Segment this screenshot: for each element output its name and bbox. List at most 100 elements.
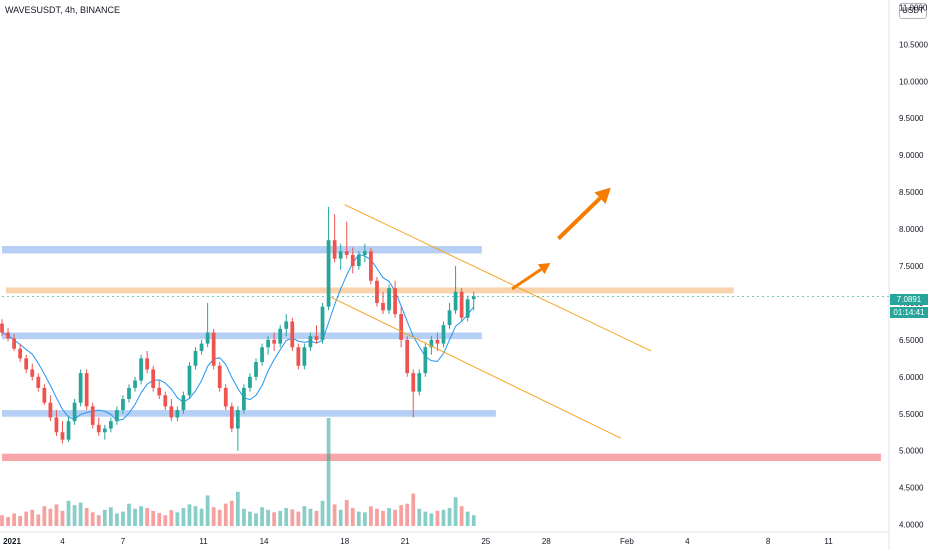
volume-bar: [78, 502, 83, 526]
volume-bar: [266, 509, 270, 526]
volume-bar: [175, 512, 180, 526]
candle-body: [362, 251, 367, 255]
candle-body: [326, 240, 331, 307]
candle-body: [278, 328, 283, 344]
danger-zone-zone: [2, 453, 881, 462]
candle-body: [417, 373, 422, 392]
volume-bar: [429, 513, 434, 526]
candle-body: [24, 358, 29, 370]
candle-body: [338, 251, 343, 259]
volume-bar: [435, 510, 440, 526]
currency-button[interactable]: USDT: [899, 3, 927, 19]
volume-bar: [254, 513, 258, 526]
time-axis[interactable]: 2021 4 7 11 14 18 21 25 28 Feb 4 8 11: [3, 537, 833, 546]
candle-body: [393, 288, 397, 315]
volume-bar: [411, 493, 416, 526]
candle-body: [90, 406, 95, 425]
volume-bar: [447, 508, 452, 526]
candle-body: [115, 410, 119, 422]
candle-body: [332, 240, 337, 259]
candle-body: [36, 376, 41, 388]
volume-bar: [471, 515, 476, 526]
volume-bar: [465, 511, 470, 526]
volume-bar: [399, 505, 404, 526]
volume-bar: [42, 506, 47, 526]
price-tick-label: 4.0000: [899, 521, 924, 530]
candle-body: [157, 387, 162, 396]
volume-bar: [296, 511, 301, 526]
volume-bar: [453, 497, 458, 526]
candle-body: [320, 306, 325, 340]
arrow-small-shaft: [511, 267, 543, 291]
candle-body: [18, 348, 23, 359]
volume-bar: [350, 508, 355, 526]
time-tick-label: 18: [340, 537, 349, 546]
volume-bar: [163, 515, 168, 526]
last-price-tag: 7.0891: [890, 294, 928, 305]
volume-bar: [314, 510, 319, 526]
candle-body: [169, 406, 174, 418]
volume-bar: [12, 513, 16, 526]
volume-bar: [72, 505, 77, 526]
support-high-zone: [2, 246, 482, 254]
candle-body: [447, 310, 452, 326]
candle-body: [284, 321, 289, 329]
candle-body: [290, 321, 295, 348]
volume-bar: [102, 509, 107, 526]
price-tick-label: 4.5000: [899, 484, 924, 493]
volume-bar: [302, 506, 307, 526]
volume-bar: [133, 508, 137, 526]
volume-bar: [393, 509, 397, 526]
candle-body: [84, 373, 89, 407]
price-tick-label: 6.0000: [899, 373, 924, 382]
candle-body: [248, 376, 252, 388]
volume-bar: [326, 418, 331, 526]
volume-bar: [362, 512, 367, 526]
volume-bar: [381, 510, 385, 526]
price-tick-label: 5.5000: [899, 410, 924, 419]
volume-bar: [84, 508, 89, 526]
support-low-zone: [2, 410, 496, 417]
candle-body: [399, 314, 404, 340]
candle-body: [229, 406, 234, 429]
candles-layer: [0, 206, 476, 451]
candle-body: [48, 402, 53, 418]
volume-bar: [169, 510, 174, 526]
volume-bar: [121, 511, 125, 526]
volume-bar: [441, 509, 446, 526]
support-mid-zone: [2, 332, 482, 340]
volume-bar: [181, 508, 186, 526]
candle-body: [102, 428, 107, 433]
volume-bar: [115, 513, 119, 526]
arrow-large-head: [594, 187, 611, 204]
candle-body: [314, 336, 319, 340]
candle-body: [435, 339, 440, 344]
candle-body: [187, 365, 192, 396]
candle-body: [223, 387, 228, 407]
candle-body: [30, 369, 35, 377]
volume-bar: [217, 509, 222, 526]
candle-body: [350, 254, 355, 266]
volume-bar: [60, 510, 65, 526]
volume-bar: [18, 515, 23, 526]
candle-body: [139, 358, 143, 381]
time-tick-label: 21: [401, 537, 410, 546]
volume-bar: [405, 503, 410, 526]
candle-body: [423, 347, 428, 374]
candle-body: [205, 332, 210, 344]
candle-body: [78, 373, 83, 403]
arrow-small-head: [537, 263, 551, 275]
candle-body: [121, 399, 125, 411]
volume-bar: [6, 517, 10, 526]
time-tick-label: 14: [260, 537, 269, 546]
price-axis[interactable]: 11.0000 10.5000 10.0000 9.5000 9.0000 8.5000 8…: [899, 3, 928, 529]
volume-bar: [387, 508, 391, 526]
price-tick-label: 9.5000: [899, 114, 924, 123]
candle-body: [0, 323, 4, 333]
candle-body: [260, 347, 264, 363]
candle-body: [441, 325, 446, 344]
candle-body: [459, 291, 464, 318]
volume-bar: [24, 511, 29, 526]
